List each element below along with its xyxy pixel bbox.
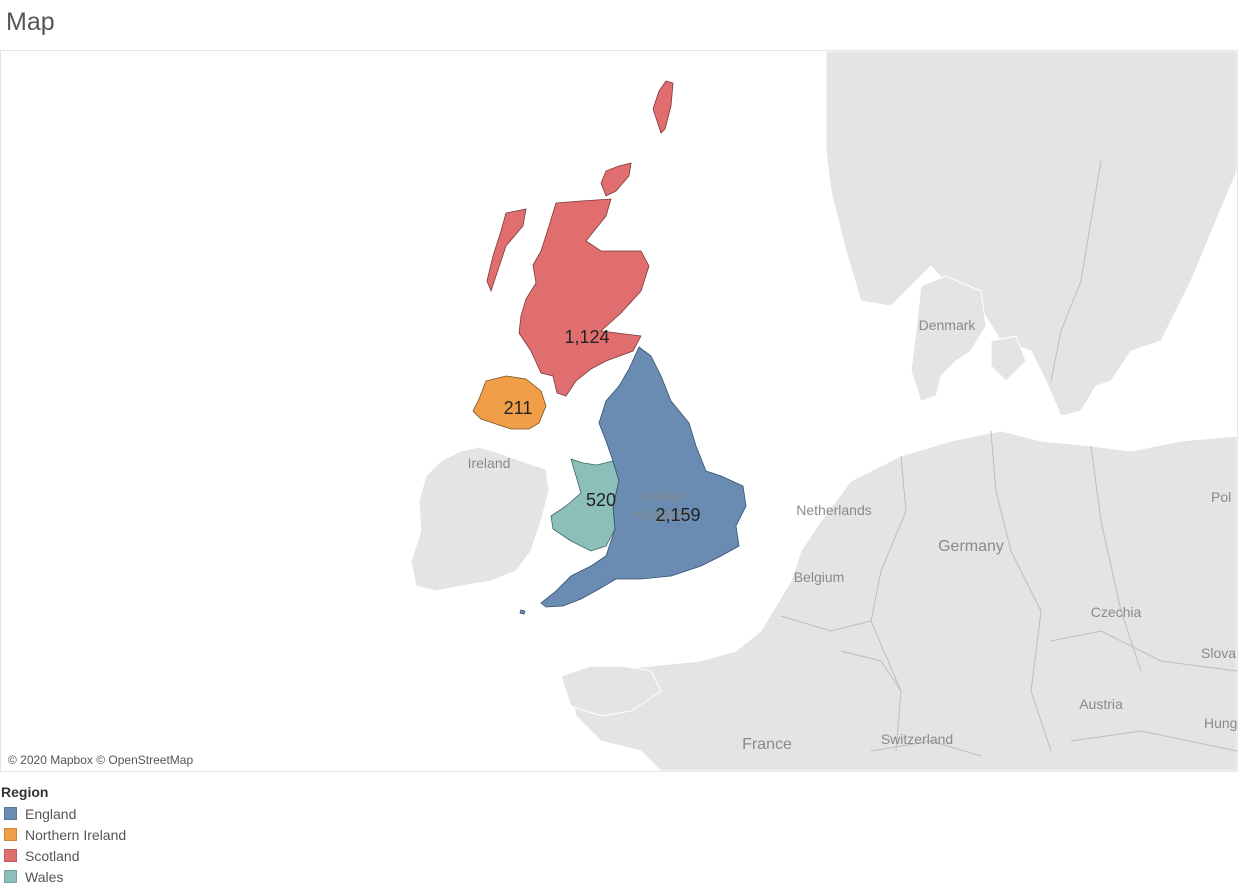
label-poland: Pol: [1211, 489, 1231, 505]
zealand-land: [990, 335, 1027, 382]
label-austria: Austria: [1079, 696, 1123, 712]
region-scotland[interactable]: [518, 198, 650, 397]
region-wales[interactable]: [550, 458, 620, 552]
legend-swatch: [4, 807, 17, 820]
label-denmark: Denmark: [919, 317, 977, 333]
map-view[interactable]: Denmark Ireland United Kingdom Netherlan…: [0, 50, 1238, 772]
label-hungary: Hung: [1204, 715, 1237, 731]
legend-item-label: England: [25, 805, 77, 822]
region-scotland-orkney[interactable]: [600, 162, 632, 197]
label-france: France: [742, 736, 792, 753]
region-value-labels: 1,124 211 520 2,159: [504, 327, 701, 525]
label-united-kingdom-line2: Kingdom: [634, 506, 689, 522]
legend-swatch: [4, 849, 17, 862]
value-scotland: 1,124: [564, 327, 609, 347]
legend-item-northern-ireland[interactable]: Northern Ireland: [1, 824, 126, 845]
label-netherlands: Netherlands: [796, 502, 872, 518]
map-canvas[interactable]: Denmark Ireland United Kingdom Netherlan…: [1, 51, 1237, 771]
value-wales: 520: [586, 490, 616, 510]
region-northern-ireland[interactable]: [472, 375, 547, 430]
legend-swatch: [4, 828, 17, 841]
legend-swatch: [4, 870, 17, 883]
basemap-borders: [780, 160, 1237, 757]
legend-item-england[interactable]: England: [1, 803, 126, 824]
legend-item-label: Northern Ireland: [25, 826, 127, 843]
region-england[interactable]: [540, 346, 747, 608]
page-title: Map: [6, 8, 55, 36]
brittany-land: [560, 665, 662, 717]
basemap-land: [410, 51, 1237, 771]
label-slovakia: Slova: [1201, 645, 1236, 661]
legend-item-label: Wales: [25, 868, 64, 885]
legend: Region England Northern Ireland Scotland…: [1, 784, 126, 887]
legend-title: Region: [1, 784, 49, 800]
label-switzerland: Switzerland: [881, 731, 953, 747]
scandinavia-land: [825, 51, 1237, 417]
label-belgium: Belgium: [794, 569, 845, 585]
continent-land: [570, 430, 1237, 771]
label-ireland: Ireland: [468, 455, 511, 471]
label-united-kingdom-line1: United: [642, 488, 682, 504]
label-germany: Germany: [938, 538, 1004, 555]
uk-regions[interactable]: [472, 80, 747, 615]
legend-item-scotland[interactable]: Scotland: [1, 845, 126, 866]
legend-item-label: Scotland: [25, 847, 80, 864]
legend-item-wales[interactable]: Wales: [1, 866, 126, 887]
region-england-scilly[interactable]: [519, 609, 526, 615]
value-northern-ireland: 211: [504, 398, 533, 418]
label-czechia: Czechia: [1091, 604, 1142, 620]
map-attribution[interactable]: © 2020 Mapbox © OpenStreetMap: [8, 753, 194, 767]
value-england: 2,159: [655, 505, 700, 525]
region-scotland-shetland[interactable]: [652, 80, 674, 134]
denmark-land: [910, 275, 987, 402]
region-scotland-hebrides[interactable]: [486, 208, 527, 293]
ireland-land: [410, 446, 550, 592]
basemap-labels: Denmark Ireland United Kingdom Netherlan…: [468, 317, 1237, 753]
